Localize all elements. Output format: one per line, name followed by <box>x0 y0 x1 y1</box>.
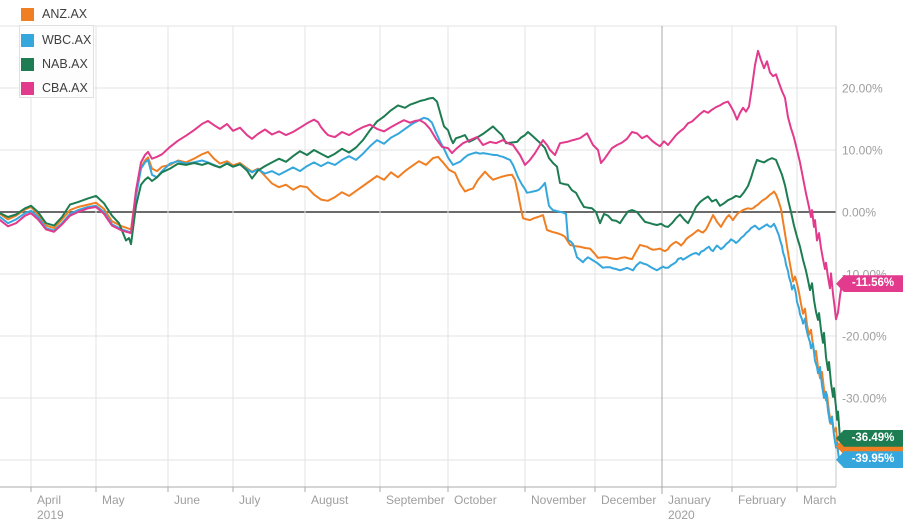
wbc-last-value-badge: -39.95% <box>836 451 903 469</box>
series-line-wbc-ax <box>0 116 840 461</box>
x-axis-year-label: 2019 <box>37 508 64 522</box>
legend-item-wbc[interactable]: WBC.AX <box>21 33 91 47</box>
x-axis-label: February <box>738 493 786 507</box>
y-axis-label: -30.00% <box>842 392 887 406</box>
series-line-anz-ax <box>0 150 840 450</box>
anz-swatch-icon <box>21 7 34 21</box>
y-axis-label: 20.00% <box>842 82 883 96</box>
legend-item-label: ANZ.AX <box>42 7 88 21</box>
legend-item-label: NAB.AX <box>42 57 88 71</box>
y-axis-label: -20.00% <box>842 330 887 344</box>
nab-swatch-icon <box>21 57 34 71</box>
legend-item-cba[interactable]: CBA.AX <box>21 81 88 95</box>
x-axis-year-label: 2020 <box>668 508 695 522</box>
x-axis-label: June <box>174 493 200 507</box>
legend-item-nab[interactable]: NAB.AX <box>21 57 88 71</box>
cba-swatch-icon <box>21 81 34 95</box>
x-axis-label: July <box>239 493 260 507</box>
wbc-swatch-icon <box>21 33 34 47</box>
y-axis-label: 10.00% <box>842 144 883 158</box>
legend-item-anz[interactable]: ANZ.AX <box>21 7 87 21</box>
x-axis-label: August <box>311 493 349 507</box>
y-axis-label: 0.00% <box>842 206 876 220</box>
series-line-nab-ax <box>0 96 841 440</box>
x-axis-label: May <box>102 493 125 507</box>
x-axis-label: January <box>668 493 711 507</box>
legend-item-label: CBA.AX <box>42 81 88 95</box>
x-axis-label: September <box>386 493 445 507</box>
legend-item-label: WBC.AX <box>42 33 92 47</box>
x-axis-label: December <box>601 493 656 507</box>
x-axis-label: March <box>803 493 836 507</box>
cba-last-value-badge: -11.56% <box>836 275 903 293</box>
x-axis-label: April <box>37 493 61 507</box>
series-line-cba-ax <box>0 49 843 321</box>
x-axis-label: October <box>454 493 497 507</box>
x-axis-label: November <box>531 493 586 507</box>
nab-last-value-badge: -36.49% <box>836 429 903 447</box>
